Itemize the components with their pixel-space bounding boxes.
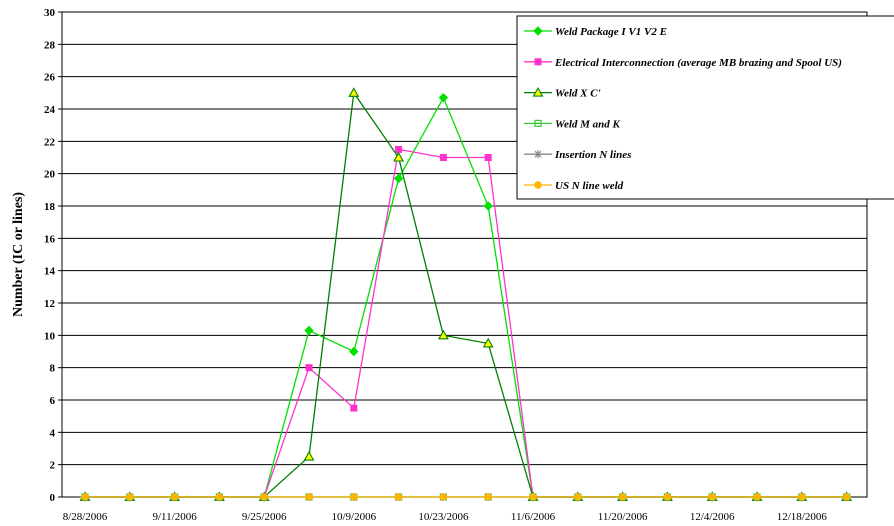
data-point xyxy=(349,346,359,357)
series-layer xyxy=(79,87,853,502)
data-point xyxy=(260,493,269,501)
legend-marker xyxy=(534,181,542,189)
x-tick-label: 12/18/2006 xyxy=(777,511,828,523)
legend-label: US N line weld xyxy=(555,180,624,192)
y-tick-label: 14 xyxy=(44,266,56,278)
legend-item: US N line weld xyxy=(524,180,624,192)
data-point xyxy=(438,92,449,103)
data-point xyxy=(303,450,315,461)
legend: Weld Package I V1 V2 E Electrical Interco… xyxy=(516,15,894,200)
legend-item: Weld X C' xyxy=(524,86,601,100)
legend-label: Weld M and K xyxy=(555,118,621,130)
legend-marker xyxy=(533,26,543,36)
y-tick-label: 0 xyxy=(50,492,56,504)
x-tick-label: 9/25/2006 xyxy=(242,511,287,523)
legend-label: Weld Package I V1 V2 E xyxy=(555,26,667,38)
legend-item: Insertion N lines xyxy=(524,149,631,161)
x-tick-label: 12/4/2006 xyxy=(690,511,735,523)
data-point xyxy=(439,154,447,161)
data-point xyxy=(394,493,403,501)
y-tick-label: 8 xyxy=(50,363,56,375)
legend-marker xyxy=(534,58,542,66)
data-point xyxy=(215,493,224,501)
data-point xyxy=(305,493,313,501)
legend-marker xyxy=(532,86,544,97)
legend-label: Electrical Interconnection (average MB b… xyxy=(554,57,842,69)
data-point xyxy=(663,493,672,501)
x-tick-label: 10/23/2006 xyxy=(418,511,469,523)
y-tick-label: 4 xyxy=(50,427,56,439)
y-tick-label: 6 xyxy=(50,395,56,407)
y-tick-label: 16 xyxy=(44,233,56,245)
data-point xyxy=(348,87,360,97)
data-point xyxy=(618,493,627,501)
data-point xyxy=(395,145,403,153)
legend-box xyxy=(516,15,894,200)
x-tick-label: 10/9/2006 xyxy=(331,511,376,523)
legend-item: Weld M and K xyxy=(524,118,621,130)
y-tick-label: 20 xyxy=(44,169,56,181)
x-tick-label: 11/6/2006 xyxy=(511,511,556,523)
series-line xyxy=(85,148,847,498)
data-point xyxy=(574,493,582,501)
data-point xyxy=(350,404,358,412)
y-tick-label: 10 xyxy=(44,330,56,342)
y-tick-label: 18 xyxy=(44,201,56,213)
legend-label: Weld X C' xyxy=(555,88,601,100)
y-axis-label: Number (IC or lines) xyxy=(11,192,26,317)
data-point xyxy=(708,493,717,501)
data-point xyxy=(81,493,89,501)
legend-label: Insertion N lines xyxy=(554,149,631,161)
y-tick-label: 12 xyxy=(44,298,56,310)
legend-item: Weld Package I V1 V2 E xyxy=(524,26,667,38)
data-point xyxy=(439,493,448,501)
data-point xyxy=(482,337,494,348)
data-point xyxy=(842,493,851,501)
x-tick-label: 8/28/2006 xyxy=(63,511,108,523)
data-point xyxy=(393,151,405,162)
y-tick-label: 28 xyxy=(44,39,56,51)
data-point xyxy=(170,493,179,501)
y-tick-label: 2 xyxy=(50,460,56,472)
y-tick-label: 22 xyxy=(44,136,56,148)
data-point xyxy=(437,329,449,340)
data-point xyxy=(350,493,358,501)
legend-item: Electrical Interconnection (average MB b… xyxy=(524,57,842,69)
data-point xyxy=(304,325,314,336)
y-tick-label: 24 xyxy=(44,104,56,116)
data-point xyxy=(393,173,404,184)
y-tick-label: 26 xyxy=(44,72,56,84)
data-point xyxy=(798,493,806,501)
legend-marker xyxy=(534,119,542,128)
x-tick-label: 9/11/2006 xyxy=(152,511,197,523)
data-point xyxy=(126,493,134,501)
data-point xyxy=(529,493,537,501)
y-tick-label: 30 xyxy=(44,7,56,19)
x-axis-ticks: 8/28/2006 9/11/2006 9/25/2006 10/9/2006 10/2… xyxy=(63,497,848,523)
legend-marker xyxy=(534,150,542,159)
data-point xyxy=(305,364,313,372)
data-point xyxy=(484,154,492,161)
data-point xyxy=(484,493,493,501)
data-point xyxy=(753,493,761,501)
x-tick-label: 11/20/2006 xyxy=(598,511,648,523)
data-point xyxy=(483,201,493,211)
series-6 xyxy=(81,493,851,501)
